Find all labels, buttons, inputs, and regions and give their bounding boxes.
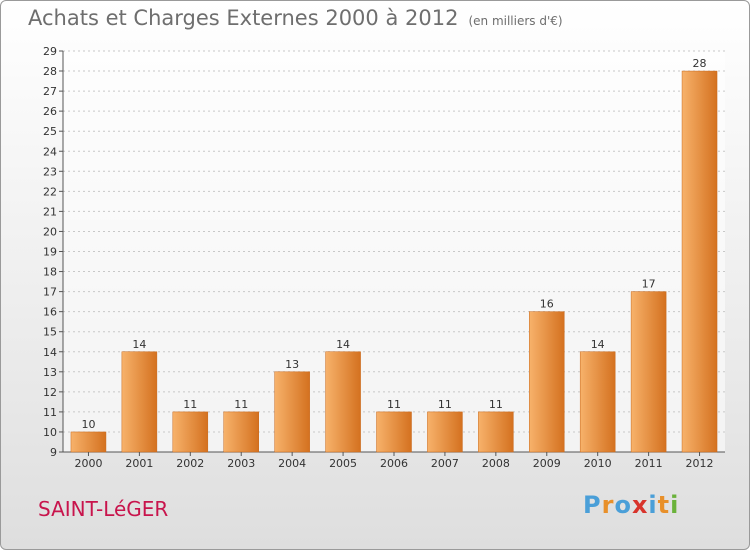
y-tick-label: 15 bbox=[43, 326, 57, 339]
x-tick-label: 2002 bbox=[176, 457, 204, 470]
bar bbox=[70, 431, 107, 453]
bar bbox=[121, 351, 158, 453]
logo-letter: x bbox=[631, 491, 649, 519]
bar bbox=[223, 411, 259, 453]
data-label: 11 bbox=[234, 398, 248, 411]
data-label: 10 bbox=[81, 418, 95, 431]
y-tick-label: 17 bbox=[43, 286, 57, 299]
y-tick-label: 11 bbox=[43, 406, 57, 419]
y-tick-label: 19 bbox=[43, 246, 57, 259]
chart-unit: (en milliers d'€) bbox=[468, 14, 563, 28]
data-label: 11 bbox=[438, 398, 452, 411]
x-tick-label: 2006 bbox=[380, 457, 408, 470]
bar bbox=[681, 70, 718, 453]
logo-letter: t bbox=[657, 491, 671, 519]
y-tick-label: 27 bbox=[43, 85, 57, 98]
x-tick-label: 2011 bbox=[635, 457, 663, 470]
data-label: 14 bbox=[336, 338, 350, 351]
y-tick-label: 9 bbox=[50, 446, 57, 459]
x-tick-label: 2010 bbox=[584, 457, 612, 470]
logo-letter: P bbox=[583, 491, 602, 519]
logo-letter: o bbox=[614, 491, 632, 519]
bar bbox=[172, 411, 209, 453]
bar bbox=[529, 311, 565, 453]
bar bbox=[274, 371, 310, 453]
x-tick-label: 2009 bbox=[533, 457, 561, 470]
x-tick-label: 2003 bbox=[227, 457, 255, 470]
bar bbox=[630, 291, 667, 453]
y-tick-label: 14 bbox=[43, 346, 57, 359]
bar bbox=[478, 411, 514, 453]
bar bbox=[325, 351, 361, 453]
x-tick-label: 2008 bbox=[482, 457, 510, 470]
data-label: 14 bbox=[132, 338, 146, 351]
y-tick-label: 18 bbox=[43, 266, 57, 279]
x-tick-label: 2000 bbox=[74, 457, 102, 470]
bar bbox=[579, 351, 616, 453]
y-tick-label: 29 bbox=[43, 45, 57, 58]
y-tick-label: 26 bbox=[43, 105, 57, 118]
y-tick-label: 16 bbox=[43, 306, 57, 319]
data-label: 14 bbox=[591, 338, 605, 351]
y-tick-label: 24 bbox=[43, 145, 57, 158]
y-tick-label: 10 bbox=[43, 426, 57, 439]
data-label: 28 bbox=[693, 57, 707, 70]
y-tick-label: 25 bbox=[43, 125, 57, 138]
data-label: 16 bbox=[540, 298, 554, 311]
data-label: 11 bbox=[387, 398, 401, 411]
y-tick-label: 23 bbox=[43, 165, 57, 178]
y-tick-label: 20 bbox=[43, 225, 57, 238]
data-label: 13 bbox=[285, 358, 299, 371]
y-tick-label: 21 bbox=[43, 205, 57, 218]
bar bbox=[376, 411, 412, 453]
data-label: 11 bbox=[183, 398, 197, 411]
chart-title: Achats et Charges Externes 2000 à 2012 (e… bbox=[28, 6, 563, 30]
y-tick-label: 12 bbox=[43, 386, 57, 399]
bar bbox=[427, 411, 463, 453]
y-tick-label: 22 bbox=[43, 185, 57, 198]
data-label: 11 bbox=[489, 398, 503, 411]
y-tick-label: 28 bbox=[43, 65, 57, 78]
y-tick-label: 13 bbox=[43, 366, 57, 379]
logo-letter: i bbox=[670, 491, 680, 519]
logo-letter: i bbox=[648, 491, 658, 519]
logo-letter: r bbox=[601, 491, 615, 519]
x-tick-label: 2007 bbox=[431, 457, 459, 470]
x-tick-label: 2004 bbox=[278, 457, 306, 470]
data-label: 17 bbox=[642, 278, 656, 291]
x-tick-label: 2012 bbox=[686, 457, 714, 470]
x-tick-label: 2001 bbox=[125, 457, 153, 470]
commune-name: SAINT-LéGER bbox=[38, 497, 169, 521]
proxiti-logo: Proxiti bbox=[583, 491, 679, 519]
x-tick-label: 2005 bbox=[329, 457, 357, 470]
